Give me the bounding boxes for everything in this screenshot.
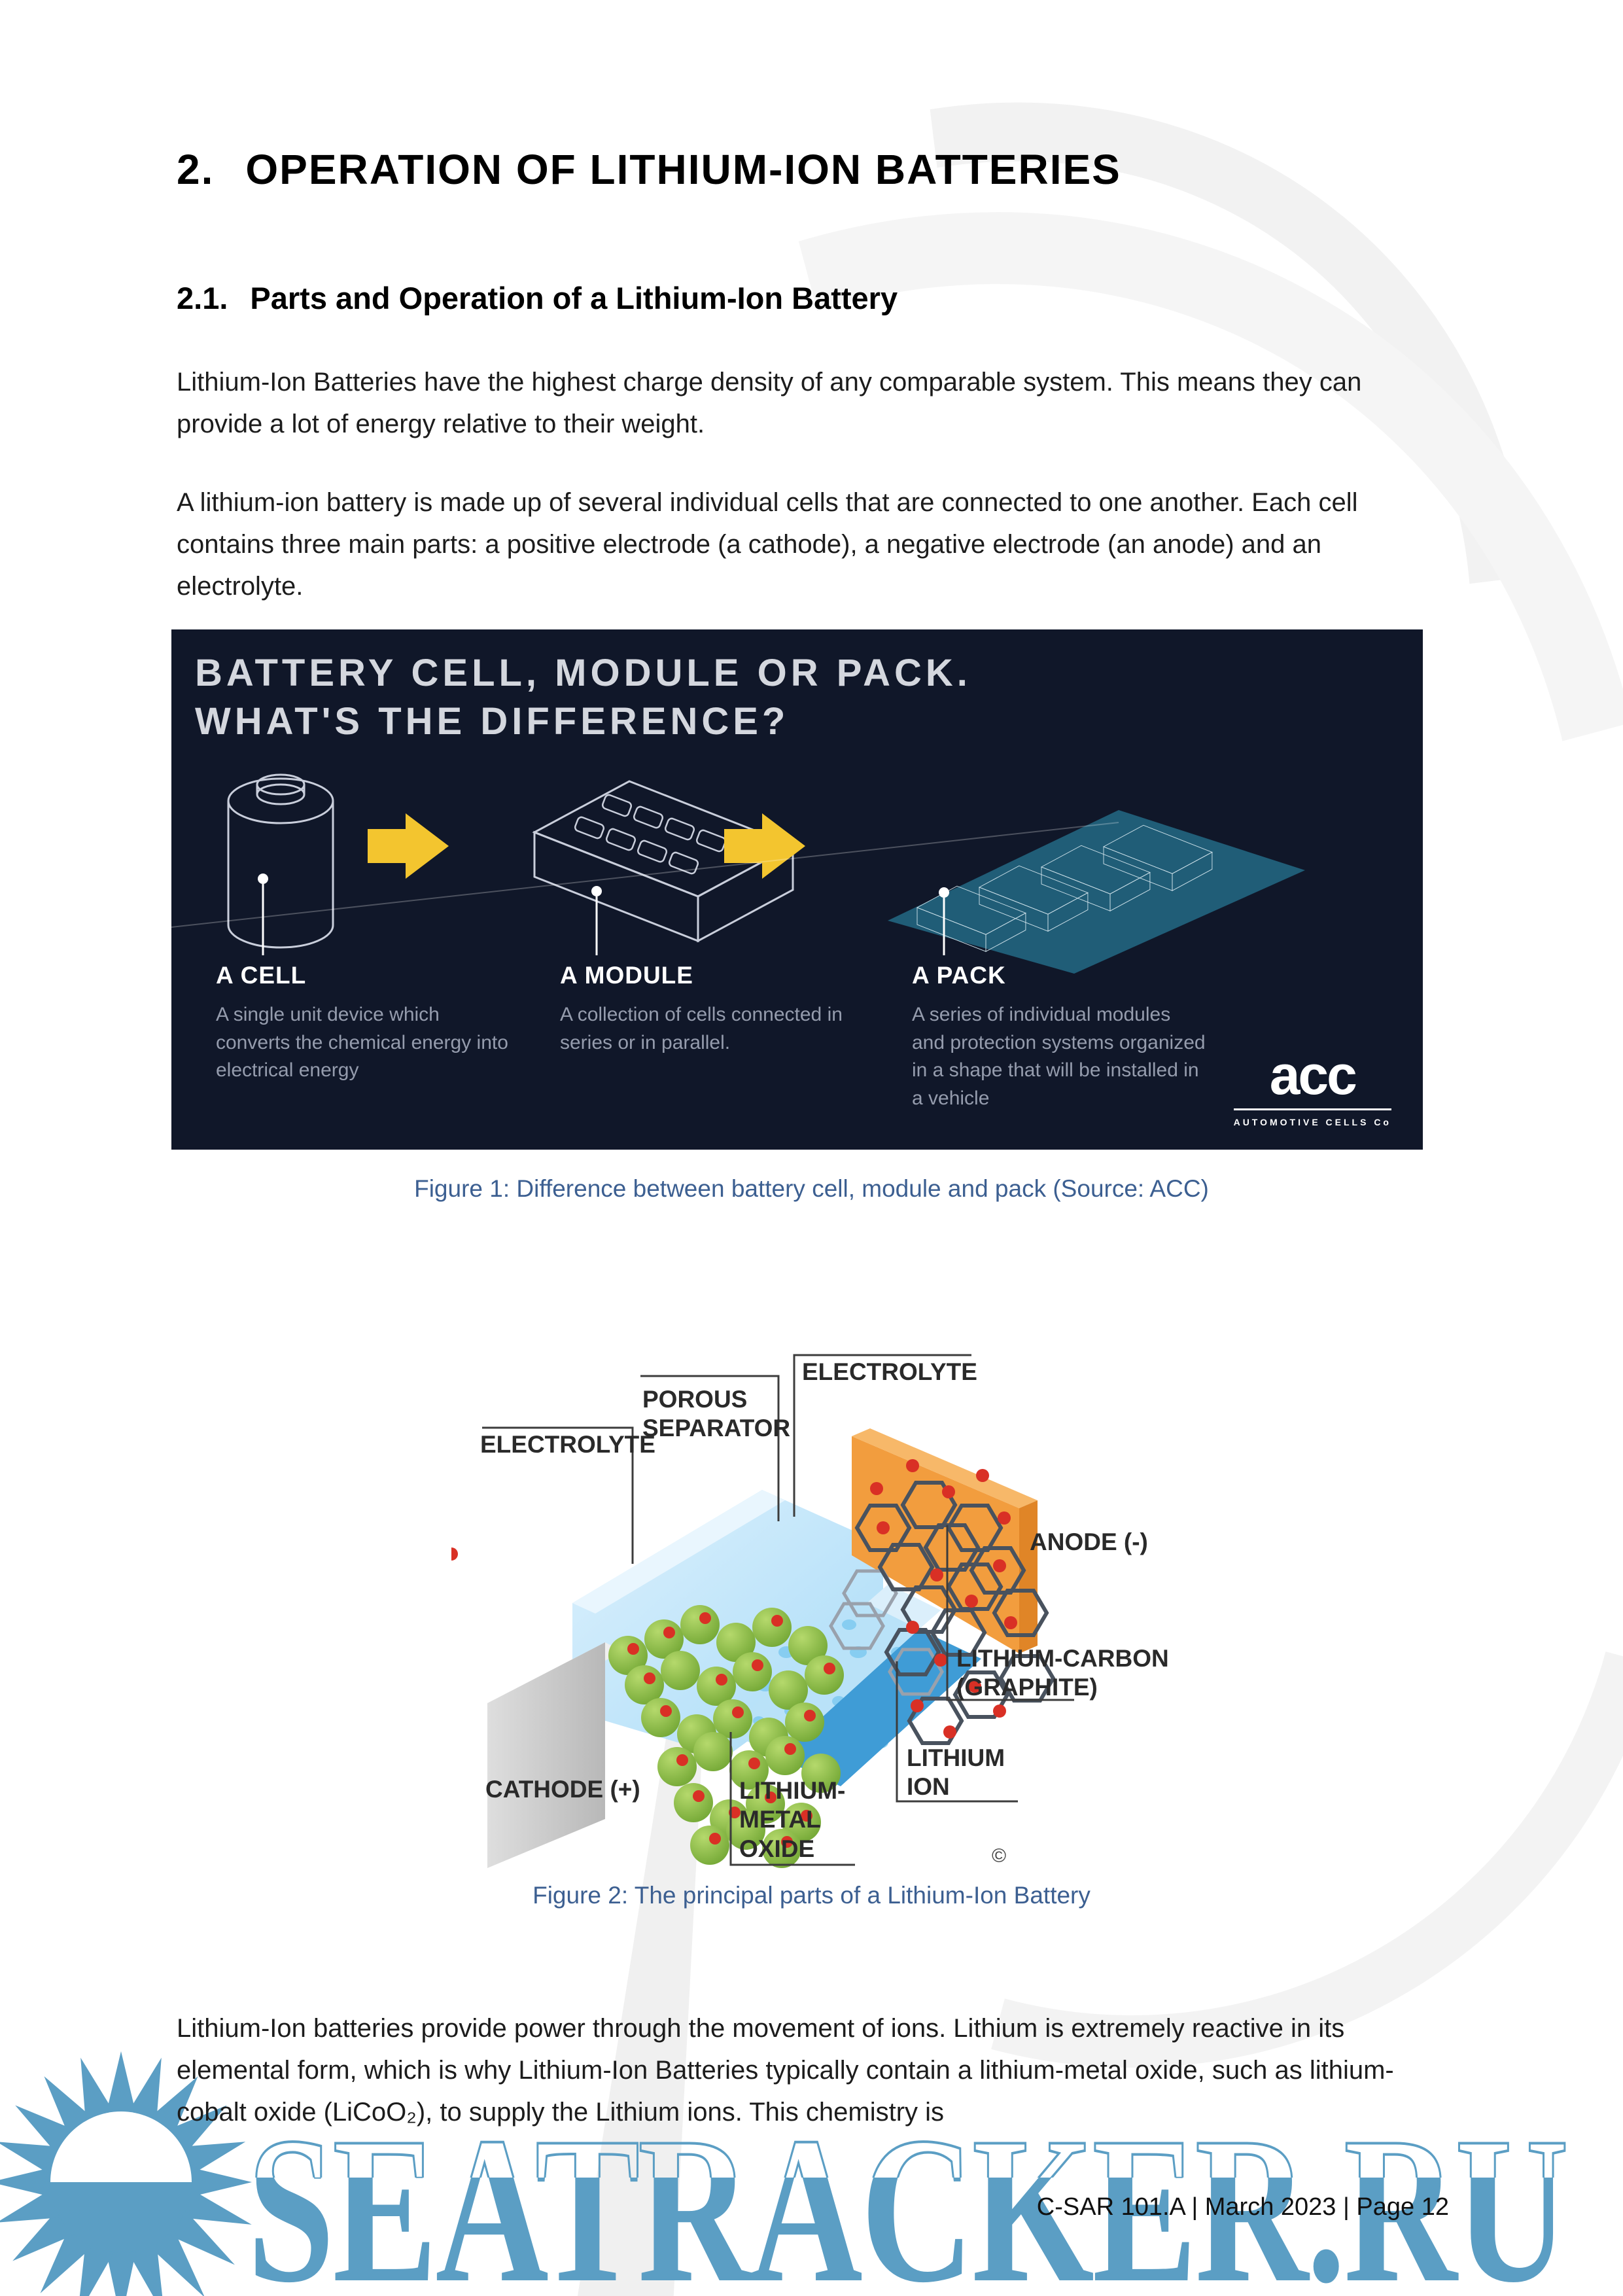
copyright-mark: ©	[992, 1845, 1007, 1867]
arrow-right-icon	[724, 813, 805, 879]
section-heading: 2. OPERATION OF LITHIUM-ION BATTERIES	[177, 145, 1485, 194]
label-a-cell: A CELL	[216, 962, 307, 989]
figure2-illustration	[451, 1354, 1074, 1868]
figure1-title: BATTERY CELL, MODULE OR PACK. WHAT'S THE…	[195, 652, 971, 743]
page-footer: C-SAR 101.A | March 2023 | Page 12	[1036, 2193, 1449, 2221]
desc-a-module: A collection of cells connected in serie…	[560, 1004, 843, 1053]
figure2-diagram: ELECTROLYTE POROUS SEPARATOR ELECTROLYTE…	[451, 1345, 1217, 1868]
figure2-caption: Figure 2: The principal parts of a Lithi…	[532, 1882, 1091, 1909]
subsection-heading: 2.1. Parts and Operation of a Lithium-Ion…	[177, 280, 1485, 316]
section-number: 2.	[177, 146, 215, 193]
desc-a-cell: A single unit device which converts the …	[216, 1004, 508, 1082]
module-leader-line	[591, 886, 602, 955]
acc-logo-text: acc	[1269, 1044, 1357, 1106]
subsection-number: 2.1.	[177, 281, 228, 315]
pack-leader-line	[939, 887, 949, 955]
paragraph-charge-density: Lithium-Ion Batteries have the highest c…	[177, 368, 1362, 438]
battery-pack-icon	[171, 810, 1305, 974]
paragraph-cell-parts: A lithium-ion battery is made up of seve…	[177, 488, 1358, 601]
subsection-title: Parts and Operation of a Lithium-Ion Bat…	[250, 281, 898, 315]
battery-cell-icon	[227, 773, 334, 949]
lithium-metal-oxide-spheres	[608, 1605, 844, 1868]
label-anode: ANODE (-)	[1030, 1528, 1148, 1555]
label-lithium-metal-oxide: LITHIUM- METAL OXIDE	[739, 1777, 846, 1862]
label-cathode: CATHODE (+)	[485, 1776, 640, 1803]
lithium-ion-dots	[451, 1459, 1017, 1739]
label-a-pack: A PACK	[912, 962, 1006, 989]
figure1-illustrations	[171, 773, 1305, 974]
arrow-right-icon	[368, 813, 449, 879]
label-electrolyte-top: ELECTROLYTE	[802, 1358, 977, 1385]
section-title: OPERATION OF LITHIUM-ION BATTERIES	[245, 146, 1121, 193]
desc-a-pack: A series of individual modules and prote…	[912, 1004, 1206, 1109]
figure1-infographic: BATTERY CELL, MODULE OR PACK. WHAT'S THE…	[171, 629, 1423, 1150]
acc-logo-tagline: AUTOMOTIVE CELLS Co	[1233, 1108, 1391, 1127]
label-lithium-carbon: LITHIUM-CARBON (GRAPHITE)	[956, 1645, 1169, 1701]
paragraph-ion-movement: Lithium-Ion batteries provide power thro…	[177, 2014, 1394, 2127]
graphite-lattice	[829, 1569, 944, 1696]
cathode-slab-shape	[487, 1642, 623, 1868]
label-porous-separator: POROUS SEPARATOR	[642, 1386, 791, 1442]
figure2-leader-lines	[482, 1354, 1074, 1866]
acc-logo: acc AUTOMOTIVE CELLS Co	[1233, 1044, 1391, 1127]
figure1-caption: Figure 1: Difference between battery cel…	[414, 1175, 1209, 1202]
label-electrolyte-left: ELECTROLYTE	[480, 1431, 655, 1458]
cell-leader-line	[258, 874, 268, 955]
label-a-module: A MODULE	[560, 962, 693, 989]
label-lithium-ion: LITHIUM ION	[907, 1744, 1005, 1801]
